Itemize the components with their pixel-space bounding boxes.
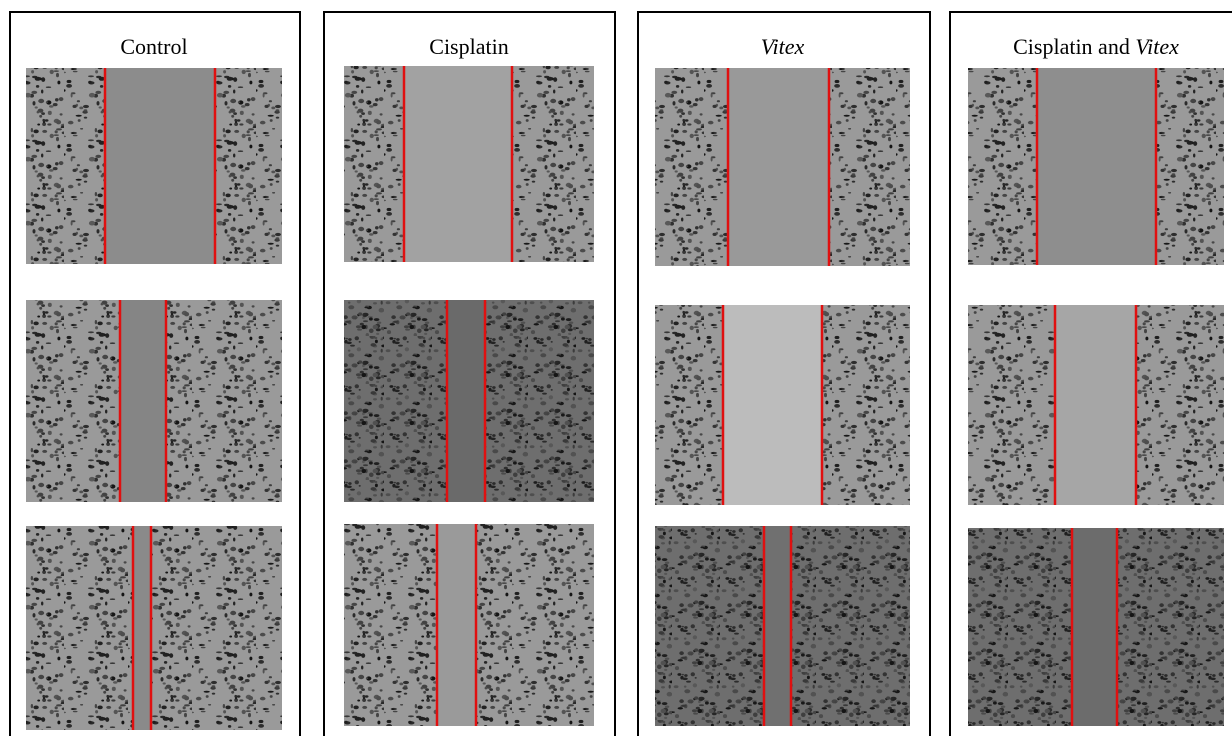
cell-field xyxy=(26,526,282,730)
panel: Vitex xyxy=(638,12,930,736)
wound-area xyxy=(404,66,512,262)
wound-area xyxy=(133,526,151,730)
micrograph xyxy=(968,528,1224,726)
wound-area xyxy=(1055,305,1136,505)
title-italic: Vitex xyxy=(761,34,805,59)
panel: Cisplatin xyxy=(324,12,615,736)
micrograph xyxy=(26,300,282,502)
micrograph xyxy=(344,300,594,502)
title-text: Cisplatin xyxy=(429,34,508,59)
panel-title: Control xyxy=(120,34,187,59)
panel-title: Vitex xyxy=(761,34,805,59)
panel-title: Cisplatin xyxy=(429,34,508,59)
wound-area xyxy=(437,524,476,726)
panel: Control xyxy=(10,12,300,736)
wound-area xyxy=(764,526,791,726)
wound-area xyxy=(1072,528,1117,726)
figure: ControlCisplatinVitexCisplatin and Vitex xyxy=(0,0,1232,736)
wound-area xyxy=(723,305,822,505)
micrograph xyxy=(655,526,910,726)
wound-area xyxy=(1037,68,1156,265)
micrograph xyxy=(968,68,1224,265)
micrograph xyxy=(26,68,282,264)
title-text: Cisplatin and xyxy=(1013,34,1135,59)
micrograph xyxy=(655,68,910,266)
micrograph xyxy=(26,526,282,730)
wound-area xyxy=(447,300,485,502)
micrograph xyxy=(344,66,594,262)
title-text: Control xyxy=(120,34,187,59)
micrograph xyxy=(344,524,594,726)
wound-area xyxy=(105,68,215,264)
wound-area xyxy=(728,68,829,266)
wound-area xyxy=(120,300,166,502)
micrograph xyxy=(968,305,1224,505)
panel: Cisplatin and Vitex xyxy=(950,12,1232,736)
title-italic: Vitex xyxy=(1135,34,1179,59)
micrograph xyxy=(655,305,910,505)
panel-title: Cisplatin and Vitex xyxy=(1013,34,1179,59)
